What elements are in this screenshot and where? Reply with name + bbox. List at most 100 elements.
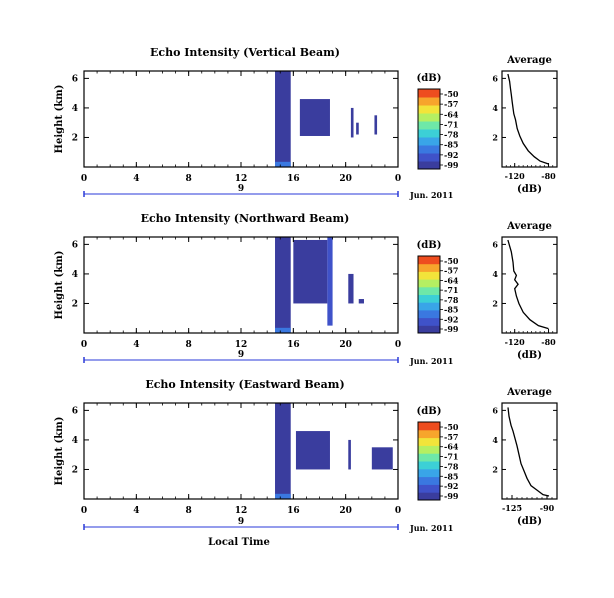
colorbar-segment	[418, 137, 440, 146]
colorbar-tick-label: -57	[444, 266, 458, 276]
colorbar-segment	[418, 263, 440, 272]
panel-3: Echo Intensity (Eastward Beam) 0 4 8 12 16 20 0…	[54, 378, 558, 548]
x-tick-label: 0	[395, 340, 401, 350]
colorbar-segment	[418, 161, 440, 170]
profile-y-tick-label: 4	[492, 435, 498, 445]
profile-y-tick-label: 2	[492, 298, 498, 308]
colorbar-unit: (dB)	[417, 73, 442, 84]
profile-y-tick-label: 6	[492, 239, 498, 249]
echo-block-1	[275, 403, 291, 499]
echo-block-4	[327, 237, 333, 326]
profile-y-tick-label: 6	[492, 73, 498, 83]
month-label: Jun. 2011	[409, 523, 453, 533]
profile-x-tick-label: -125	[502, 503, 522, 513]
profile-line	[507, 239, 549, 330]
colorbar-tick-label: -99	[444, 324, 459, 334]
y-tick-label: 4	[72, 104, 78, 114]
chart-title: Echo Intensity (Vertical Beam)	[150, 46, 340, 59]
colorbar-tick-label: -99	[444, 491, 459, 501]
colorbar-segment	[418, 476, 440, 485]
y-axis-label: Height (km)	[54, 251, 65, 320]
y-tick-label: 4	[72, 436, 78, 446]
colorbar-tick-label: -85	[444, 305, 458, 315]
y-tick-label: 6	[72, 240, 78, 250]
colorbar-segment	[418, 422, 440, 431]
chart-title: Echo Intensity (Northward Beam)	[141, 212, 350, 225]
month-label: Jun. 2011	[409, 190, 453, 200]
colorbar-segment	[418, 453, 440, 462]
echo-block-5	[356, 122, 359, 135]
date-label: 9	[238, 517, 244, 527]
colorbar-segment	[418, 271, 440, 280]
echo-block-5	[371, 447, 393, 470]
profile-frame	[501, 70, 558, 168]
colorbar-tick-label: -50	[444, 256, 459, 266]
colorbar-tick-label: -71	[444, 452, 458, 462]
x-tick-label: 0	[81, 174, 87, 184]
colorbar-tick-label: -92	[444, 150, 458, 160]
date-label: 9	[238, 350, 244, 360]
x-tick-label: 20	[339, 340, 352, 350]
y-tick-label: 2	[72, 299, 78, 309]
colorbar-tick-label: -64	[444, 109, 459, 119]
echo-block-1	[275, 237, 291, 333]
colorbar-segment	[418, 294, 440, 303]
colorbar-segment	[418, 461, 440, 470]
chart-title: Echo Intensity (Eastward Beam)	[145, 378, 344, 391]
colorbar-frame	[417, 421, 441, 501]
y-tick-label: 4	[72, 270, 78, 280]
colorbar-segment	[418, 286, 440, 295]
colorbar-tick-label: -99	[444, 160, 459, 170]
colorbar-segment	[418, 256, 440, 265]
colorbar-tick-label: -64	[444, 442, 459, 452]
x-tick-label: 0	[395, 174, 401, 184]
profile-frame	[501, 402, 558, 500]
profile-title: Average	[506, 387, 552, 398]
x-tick-label: 0	[81, 340, 87, 350]
colorbar-segment	[418, 145, 440, 154]
colorbar-tick-label: -92	[444, 481, 458, 491]
x-tick-label: 16	[287, 340, 300, 350]
colorbar-tick-label: -78	[444, 295, 459, 305]
profile-x-tick-label: -90	[540, 503, 555, 513]
colorbar-segment	[418, 129, 440, 138]
colorbar-tick-label: -85	[444, 471, 458, 481]
date-label: 9	[238, 184, 244, 194]
colorbar-tick-label: -57	[444, 432, 458, 442]
colorbar-segment	[418, 153, 440, 162]
echo-block-1	[275, 71, 291, 167]
colorbar-tick-label: -78	[444, 461, 459, 471]
panel-2: Echo Intensity (Northward Beam)0 4 8 12 16 20…	[54, 212, 558, 366]
y-tick-label: 2	[72, 465, 78, 475]
x-tick-label: 4	[133, 340, 139, 350]
profile-x-label: (dB)	[517, 184, 542, 195]
x-tick-label: 12	[235, 174, 248, 184]
x-tick-label: 16	[287, 506, 300, 516]
y-tick-label: 6	[72, 74, 78, 84]
colorbar-tick-label: -64	[444, 275, 459, 285]
echo-block-2	[275, 493, 291, 499]
x-tick-label: 12	[235, 506, 248, 516]
colorbar-tick-label: -57	[444, 99, 458, 109]
colorbar-frame	[417, 255, 441, 334]
x-tick-label: 20	[339, 506, 352, 516]
colorbar-tick-label: -78	[444, 130, 459, 140]
profile-y-tick-label: 2	[492, 464, 498, 474]
profile-x-tick-label: -80	[541, 171, 556, 181]
x-tick-label: 4	[133, 174, 139, 184]
colorbar-tick-label: -50	[444, 89, 459, 99]
y-axis-label: Height (km)	[54, 85, 65, 154]
y-axis-label: Height (km)	[54, 417, 65, 486]
echo-block-3	[293, 239, 328, 304]
echo-block-6	[374, 115, 378, 135]
profile-x-label: (dB)	[517, 516, 542, 527]
profile-x-tick-label: -80	[541, 337, 556, 347]
colorbar-segment	[418, 445, 440, 454]
echo-block-2	[275, 161, 291, 167]
colorbar-segment	[418, 279, 440, 288]
colorbar-segment	[418, 89, 440, 98]
colorbar-segment	[418, 97, 440, 106]
colorbar-unit: (dB)	[417, 406, 442, 417]
colorbar-segment	[418, 309, 440, 319]
echo-block-5	[348, 273, 354, 304]
